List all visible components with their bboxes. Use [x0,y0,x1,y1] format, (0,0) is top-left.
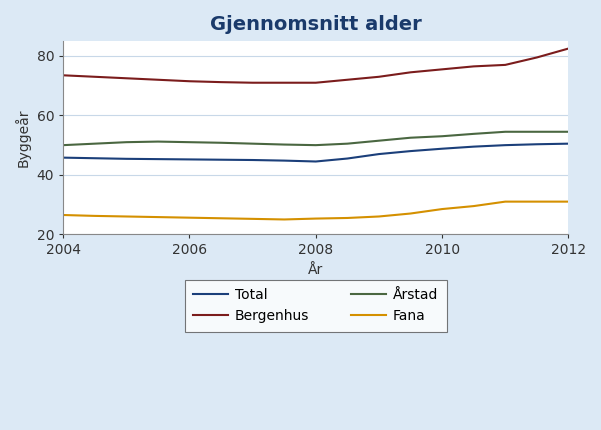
Title: Gjennomsnitt alder: Gjennomsnitt alder [210,15,422,34]
Legend: Total, Bergenhus, Årstad, Fana: Total, Bergenhus, Årstad, Fana [185,280,447,332]
X-axis label: År: År [308,263,323,277]
Y-axis label: Byggeår: Byggeår [15,108,31,167]
